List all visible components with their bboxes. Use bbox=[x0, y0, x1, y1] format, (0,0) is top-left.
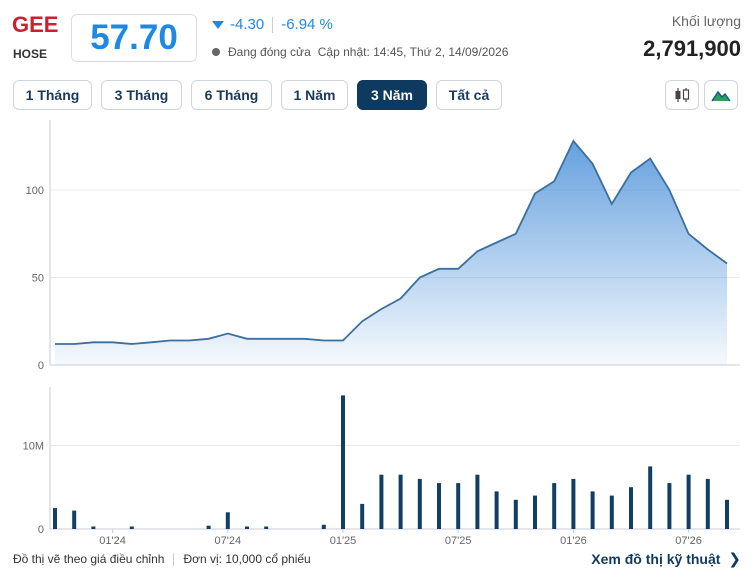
stock-chart: 0 50 100 0 10M 01'24 07'24 01'25 07'25 01'26 07'26 bbox=[23, 120, 740, 547]
x-tick-label: 01'25 bbox=[330, 535, 357, 547]
volume-bar bbox=[494, 491, 499, 529]
x-tick-label: 07'26 bbox=[675, 535, 702, 547]
market-status: Đang đóng cửa Cập nhật: 14:45, Thứ 2, 14… bbox=[212, 45, 508, 59]
price-line bbox=[55, 139, 728, 345]
volume-bar bbox=[264, 526, 269, 529]
volume-bar bbox=[360, 503, 365, 529]
x-tick-label: 01'24 bbox=[99, 535, 126, 547]
price-y-tick-label: 0 bbox=[38, 360, 44, 372]
tab-6-months[interactable]: 6 Tháng bbox=[191, 80, 272, 110]
status-dot-icon bbox=[212, 48, 220, 56]
area-chart-button[interactable] bbox=[704, 80, 738, 110]
volume-bar bbox=[437, 483, 441, 529]
tab-all[interactable]: Tất cả bbox=[436, 80, 502, 110]
volume-bar bbox=[206, 525, 211, 529]
volume-bar bbox=[91, 526, 96, 529]
volume-bar bbox=[341, 395, 345, 529]
volume-bar bbox=[590, 491, 595, 529]
volume-y-tick-label: 10M bbox=[23, 440, 44, 452]
footer-notes: Đồ thị vẽ theo giá điều chỉnh Đơn vị: 10… bbox=[13, 552, 311, 566]
volume-bar bbox=[686, 474, 691, 529]
adjusted-price-note: Đồ thị vẽ theo giá điều chỉnh bbox=[13, 552, 165, 566]
volume-bar bbox=[417, 478, 422, 529]
tab-1-year[interactable]: 1 Năm bbox=[281, 80, 348, 110]
technical-chart-label: Xem đồ thị kỹ thuật bbox=[591, 551, 721, 567]
exchange-label: HOSE bbox=[13, 47, 48, 61]
change-percent: -6.94 % bbox=[281, 16, 333, 33]
volume-bar bbox=[53, 508, 57, 529]
tab-1-month[interactable]: 1 Tháng bbox=[13, 80, 92, 110]
volume-y-tick-label: 0 bbox=[38, 524, 44, 536]
volume-bar bbox=[475, 474, 480, 529]
volume-bar bbox=[705, 478, 710, 529]
updated-time: Cập nhật: 14:45, Thứ 2, 14/09/2026 bbox=[317, 45, 509, 59]
volume-bar bbox=[667, 483, 672, 529]
price-y-tick-label: 50 bbox=[32, 273, 44, 285]
tab-3-months[interactable]: 3 Tháng bbox=[101, 80, 182, 110]
chevron-right-icon: ❯ bbox=[728, 551, 741, 568]
x-tick-label: 01'26 bbox=[560, 535, 587, 547]
volume-bar bbox=[513, 499, 518, 529]
x-tick-label: 07'25 bbox=[445, 535, 472, 547]
unit-note: Đơn vị: 10,000 cổ phiếu bbox=[183, 552, 311, 566]
volume-bar bbox=[245, 526, 249, 529]
candlestick-button[interactable] bbox=[665, 80, 699, 110]
tab-3-years[interactable]: 3 Năm bbox=[357, 80, 427, 110]
x-tick-label: 07'24 bbox=[215, 535, 242, 547]
volume-bar bbox=[72, 510, 77, 529]
technical-chart-link[interactable]: Xem đồ thị kỹ thuật ❯ bbox=[591, 550, 741, 568]
mountain-icon bbox=[711, 90, 731, 102]
volume-label: Khối lượng bbox=[671, 13, 741, 29]
volume-bar bbox=[321, 524, 326, 529]
volume-bar bbox=[648, 466, 653, 529]
volume-value: 2,791,900 bbox=[643, 36, 741, 61]
volume-bar bbox=[456, 483, 461, 529]
volume-bar bbox=[379, 474, 384, 529]
volume-bar bbox=[225, 512, 230, 529]
change-value: -4.30 bbox=[230, 16, 265, 33]
volume-bar bbox=[609, 495, 614, 529]
volume-bar bbox=[533, 495, 537, 529]
candlestick-icon bbox=[675, 88, 690, 102]
divider bbox=[272, 16, 274, 33]
volume-bar bbox=[571, 478, 576, 529]
volume-bar bbox=[129, 526, 134, 529]
current-price: 57.70 bbox=[71, 14, 197, 62]
volume-bar bbox=[629, 487, 633, 529]
volume-bar bbox=[552, 483, 557, 529]
ticker-symbol: GEE bbox=[12, 12, 59, 37]
status-text: Đang đóng cửa bbox=[228, 45, 311, 59]
price-area-fill bbox=[55, 141, 727, 365]
divider bbox=[173, 552, 175, 566]
volume-bar bbox=[398, 474, 403, 529]
down-triangle-icon bbox=[212, 20, 224, 29]
volume-bar bbox=[725, 499, 729, 529]
price-y-tick-label: 100 bbox=[26, 185, 44, 197]
price-change: -4.30 -6.94 % bbox=[212, 16, 333, 33]
